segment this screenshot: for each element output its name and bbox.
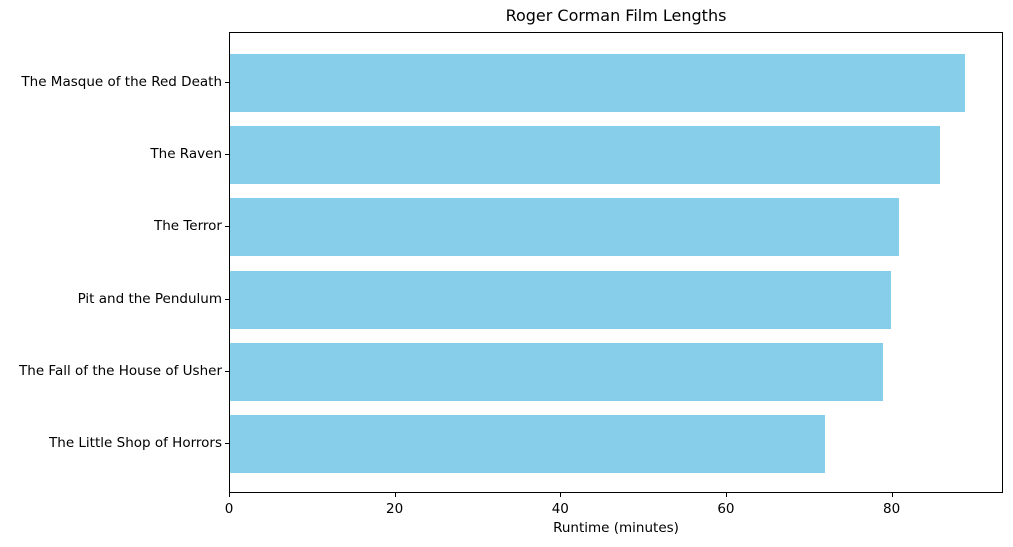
y-tick-label: The Masque of the Red Death xyxy=(21,73,222,90)
bar xyxy=(230,53,966,112)
x-tick-mark xyxy=(891,493,893,497)
x-axis-label: Runtime (minutes) xyxy=(553,520,679,536)
bar xyxy=(230,270,891,329)
x-tick-label: 60 xyxy=(717,501,735,517)
plot-area xyxy=(229,32,1003,493)
x-tick-label: 20 xyxy=(386,501,404,517)
x-tick-mark xyxy=(229,493,230,497)
x-tick-label: 40 xyxy=(551,501,569,517)
y-tick-mark xyxy=(225,154,229,156)
y-tick-label: The Fall of the House of Usher xyxy=(19,362,222,379)
x-tick-label: 0 xyxy=(224,501,234,517)
bar xyxy=(230,415,825,474)
bar xyxy=(230,198,900,257)
y-tick-mark xyxy=(225,370,229,372)
bar xyxy=(230,342,883,401)
x-tick-mark xyxy=(725,493,727,497)
y-tick-label: The Little Shop of Horrors xyxy=(49,435,222,452)
y-tick-mark xyxy=(225,226,229,228)
y-tick-label: Pit and the Pendulum xyxy=(77,290,222,307)
y-tick-label: The Terror xyxy=(153,218,222,235)
y-tick-mark xyxy=(225,81,229,83)
chart-title: Roger Corman Film Lengths xyxy=(505,6,727,25)
x-tick-mark xyxy=(394,493,396,497)
y-tick-label: The Raven xyxy=(150,146,222,163)
y-tick-mark xyxy=(225,298,229,300)
x-tick-mark xyxy=(560,493,562,497)
x-tick-label: 80 xyxy=(883,501,901,517)
bar xyxy=(230,126,941,184)
y-tick-mark xyxy=(225,443,229,445)
